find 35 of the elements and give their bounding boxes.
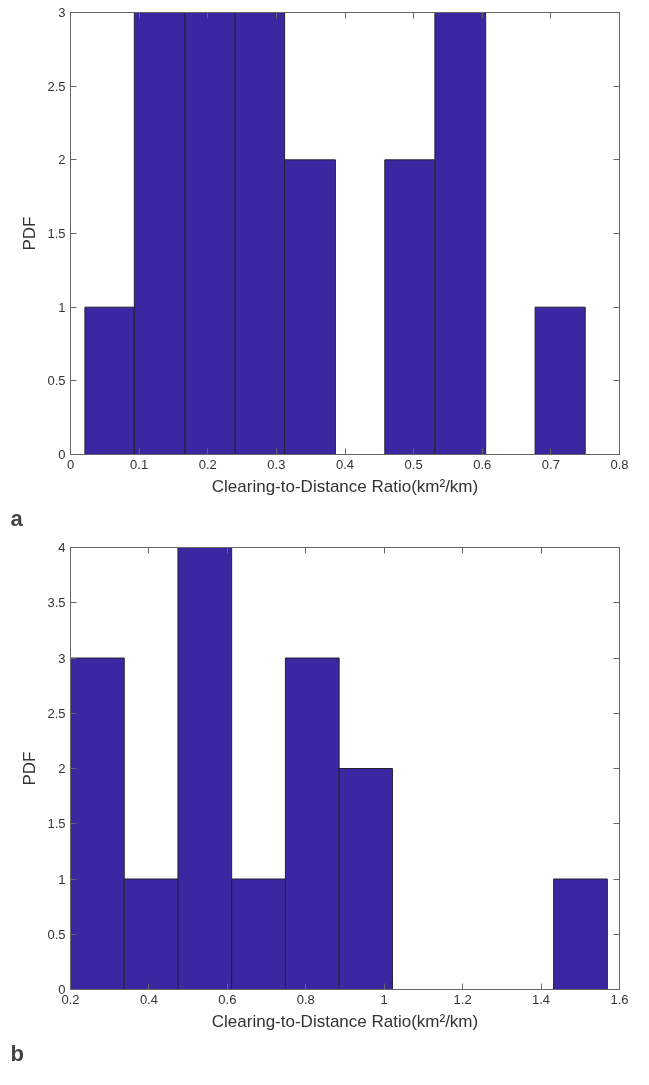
x-tick-label: 0.5 <box>404 456 423 472</box>
x-tick-label: 1.6 <box>610 991 629 1007</box>
y-tick-label: 4 <box>58 540 66 555</box>
x-axis-title: Clearing-to-Distance Ratio(km²/km) <box>211 1011 479 1031</box>
y-tick-label: 1 <box>58 299 66 315</box>
y-axis-title: PDF <box>20 216 40 251</box>
x-tick-label: 0.7 <box>541 456 560 472</box>
x-tick-label: 0.6 <box>473 456 492 472</box>
y-tick-label: 2.5 <box>47 78 66 94</box>
y-tick-label: 1.5 <box>47 226 66 241</box>
x-axis-title: Clearing-to-Distance Ratio(km²/km) <box>211 476 479 496</box>
y-axis-title: PDF <box>20 751 40 786</box>
y-tick-label: 2 <box>58 152 66 168</box>
text: b <box>10 1040 24 1066</box>
x-tick-label: 0.4 <box>139 991 158 1007</box>
x-tick-label: 0.6 <box>218 991 237 1007</box>
x-tick-label: 0.3 <box>267 456 286 472</box>
y-tick-label: 2 <box>58 761 66 776</box>
y-tick-label: 1.5 <box>47 816 66 832</box>
y-tick-label: 3 <box>58 5 66 20</box>
y-tick-label: 3.5 <box>47 595 66 611</box>
x-tick-label: 0.2 <box>198 456 217 472</box>
x-tick-label: 1.2 <box>453 991 472 1007</box>
y-tick-label: 2.5 <box>47 705 66 721</box>
x-tick-label: 0.8 <box>296 991 315 1007</box>
text: a <box>10 505 24 531</box>
x-tick-label: 1.4 <box>532 991 551 1007</box>
x-tick-label: 1 <box>380 991 388 1007</box>
x-tick-label: 0.4 <box>335 456 355 472</box>
y-tick-label: 1 <box>58 871 66 887</box>
y-tick-label: 3 <box>58 650 66 666</box>
x-tick-label: 0.8 <box>610 456 629 472</box>
y-tick-label: 0.5 <box>47 373 66 389</box>
x-tick-label: 0.1 <box>130 456 149 472</box>
y-tick-label: 0.5 <box>47 926 66 942</box>
